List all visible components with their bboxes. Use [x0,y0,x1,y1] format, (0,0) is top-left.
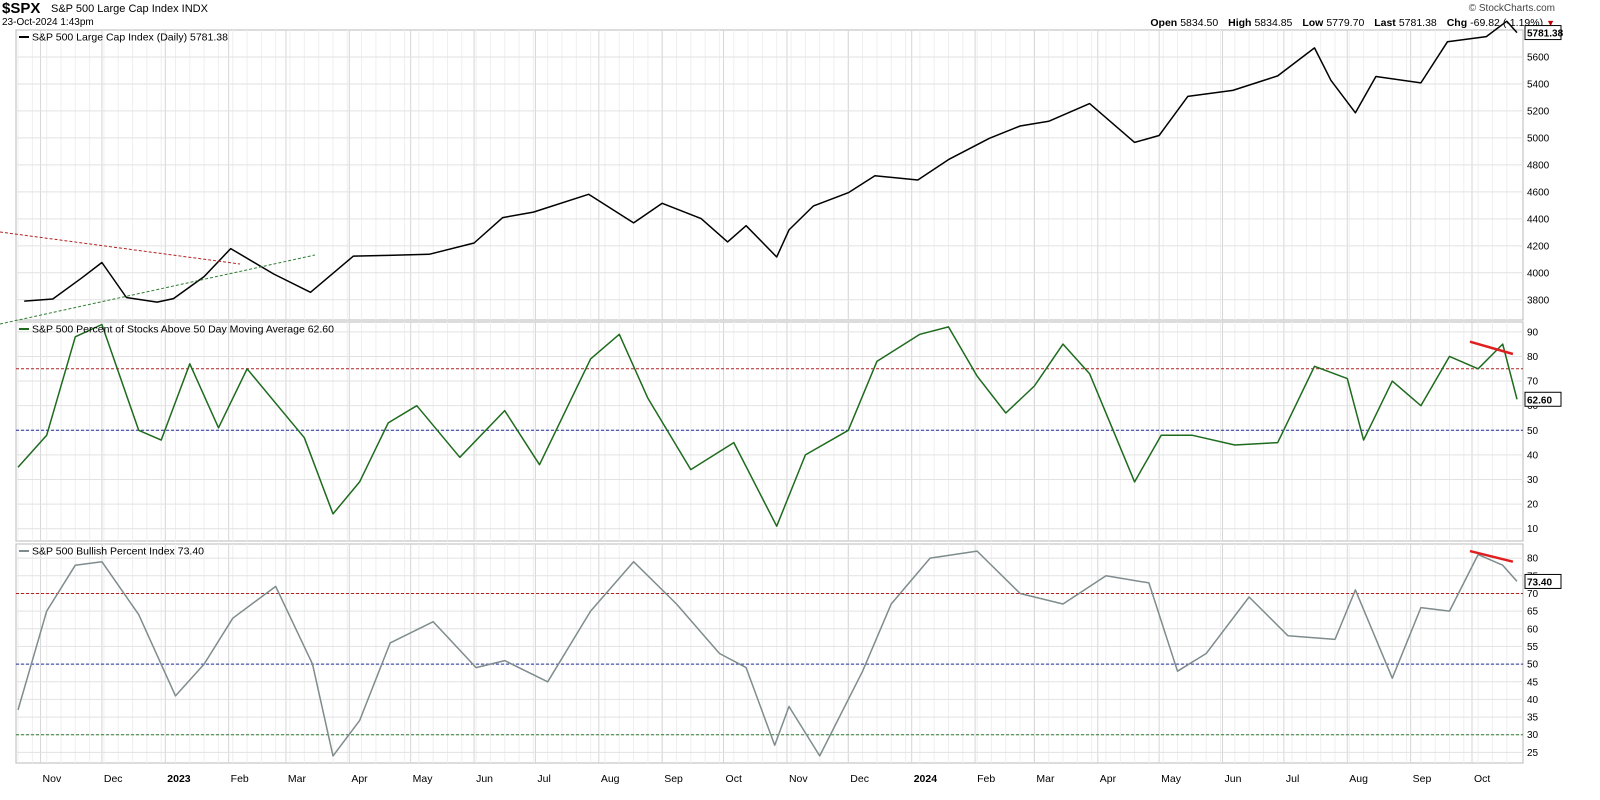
panel-frame [15,321,1524,542]
last-value: 5781.38 [1398,17,1437,29]
x-tick-label: Aug [1349,773,1368,785]
x-tick-label: Mar [288,773,307,785]
x-tick-label: Sep [664,773,683,785]
last-value-box [1524,391,1562,407]
x-tick-label: Jul [1286,773,1299,785]
panel-title: S&P 500 Bullish Percent Index 73.40 [32,546,204,558]
y-tick-label: 60 [1527,624,1539,635]
y-tick-label: 10 [1527,524,1539,535]
chart-panel-1: 3800 4000 4200 4400 4600 4800 5000 5200 5400 5600… [15,20,1564,321]
y-tick-label: 5600 [1527,52,1550,63]
index-name: S&P 500 Large Cap Index INDX [51,3,208,15]
y-tick-label: 90 [1527,327,1539,338]
y-tick-label: 4200 [1527,241,1550,252]
support-trendline [0,254,316,325]
y-tick-label: 45 [1527,677,1539,688]
ticker-symbol: $SPX [2,0,41,17]
chart-panel-3: 253035404550556065707580S&P 500 Bullish … [15,543,1562,764]
y-tick-label: 25 [1527,748,1539,759]
x-tick-label: Sep [1413,773,1432,785]
series-line [24,20,1518,303]
y-tick-label: 4800 [1527,160,1550,171]
x-tick-label: Feb [977,773,995,785]
x-tick-label: Feb [231,773,249,785]
y-tick-label: 70 [1527,377,1539,388]
y-tick-label: 65 [1527,607,1539,618]
x-tick-label: May [413,773,434,785]
x-tick-label: May [1161,773,1182,785]
y-tick-label: 20 [1527,500,1539,511]
brand-watermark: © StockCharts.com [1468,3,1555,14]
x-tick-label: Apr [351,773,368,785]
y-tick-label: 50 [1527,426,1539,437]
open-label: Open [1150,17,1178,29]
low-label: Low [1302,17,1324,29]
last-value-box [1524,25,1562,41]
quote-bar: Open 5834.50 High 5834.85 Low 5779.70 Last 5… [1143,17,1555,29]
y-tick-label: 55 [1527,642,1539,653]
x-tick-label: Jun [1225,773,1242,785]
y-tick-label: 4000 [1527,268,1550,279]
x-tick-label: Dec [104,773,123,785]
x-tick-label: Nov [43,773,62,785]
y-tick-label: 30 [1527,475,1539,486]
x-tick-label: 2023 [167,773,191,785]
high-label: High [1228,17,1252,29]
last-value-label: 5781.38 [1527,29,1564,40]
open-value: 5834.50 [1180,17,1219,29]
y-tick-label: 4400 [1527,214,1550,225]
y-tick-label: 4600 [1527,187,1550,198]
last-value-label: 73.40 [1527,577,1552,588]
chg-label: Chg [1446,17,1468,29]
y-tick-label: 30 [1527,730,1539,741]
x-tick-label: Dec [850,773,869,785]
y-tick-label: 35 [1527,713,1539,724]
last-value-label: 62.60 [1527,395,1552,406]
panel-title: S&P 500 Large Cap Index (Daily) 5781.38 [32,32,228,44]
y-tick-label: 40 [1527,450,1539,461]
resistance-trendline [0,231,241,265]
x-tick-label: Oct [726,773,742,785]
chart-header: $SPX S&P 500 Large Cap Index INDX 23-Oct… [0,0,1600,30]
y-tick-label: 80 [1527,352,1539,363]
low-value: 5779.70 [1326,17,1365,29]
x-tick-label: Aug [601,773,620,785]
series-line [17,323,1518,527]
chart-panel-2: 102030405060708090S&P 500 Percent of Sto… [15,321,1562,542]
y-tick-label: 5000 [1527,133,1550,144]
x-tick-label: Jul [537,773,550,785]
y-tick-label: 80 [1527,554,1539,565]
x-tick-label: Jun [476,773,493,785]
high-value: 5834.85 [1254,17,1293,29]
y-tick-label: 5200 [1527,106,1550,117]
last-value-box [1524,573,1562,589]
timestamp: 23-Oct-2024 1:43pm [2,17,94,28]
series-line [17,550,1518,757]
y-tick-label: 5400 [1527,79,1550,90]
panel-title: S&P 500 Percent of Stocks Above 50 Day M… [32,324,334,336]
down-arrow-icon: ▼ [1546,18,1555,28]
y-tick-label: 50 [1527,660,1539,671]
x-tick-label: 2024 [914,773,938,785]
x-tick-label: Nov [789,773,808,785]
panel-frame [15,29,1524,321]
trendline-annotation [1469,340,1514,356]
last-label: Last [1374,17,1396,29]
x-tick-label: Apr [1100,773,1117,785]
y-tick-label: 70 [1527,589,1539,600]
y-tick-label: 3800 [1527,295,1550,306]
panel-frame [15,543,1524,764]
trendline-annotation [1469,549,1514,563]
y-tick-label: 40 [1527,695,1539,706]
x-tick-label: Oct [1474,773,1490,785]
x-tick-label: Mar [1036,773,1055,785]
